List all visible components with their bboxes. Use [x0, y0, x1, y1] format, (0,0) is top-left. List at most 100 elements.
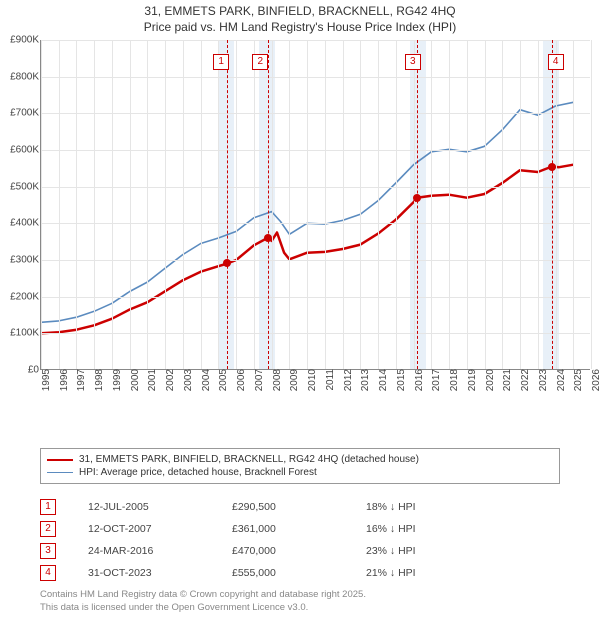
y-axis-label: £800K	[10, 71, 41, 82]
tx-date: 12-JUL-2005	[88, 501, 228, 513]
y-axis-label: £400K	[10, 218, 41, 229]
y-axis-label: £500K	[10, 181, 41, 192]
legend-label: HPI: Average price, detached house, Brac…	[79, 467, 317, 478]
transaction-row: 2 12-OCT-2007 £361,000 16% ↓ HPI	[40, 518, 560, 540]
legend-swatch	[47, 459, 73, 461]
gridline-v	[130, 40, 131, 369]
gridline-h	[41, 40, 590, 41]
chart-area: £0£100K£200K£300K£400K£500K£600K£700K£80…	[40, 40, 590, 405]
x-axis-label: 2003	[179, 369, 194, 391]
x-axis-label: 2005	[214, 369, 229, 391]
tx-delta: 23% ↓ HPI	[366, 545, 560, 557]
gridline-v	[41, 40, 42, 369]
gridline-v	[76, 40, 77, 369]
marker-line	[417, 40, 418, 369]
x-axis-label: 2009	[285, 369, 300, 391]
x-axis-label: 2011	[321, 369, 336, 391]
gridline-h	[41, 333, 590, 334]
marker-line	[227, 40, 228, 369]
marker-box: 2	[252, 54, 268, 70]
x-axis-label: 1998	[90, 369, 105, 391]
gridline-v	[467, 40, 468, 369]
tx-number: 3	[40, 543, 56, 559]
x-axis-label: 2001	[143, 369, 158, 391]
y-axis-label: £300K	[10, 255, 41, 266]
tx-price: £290,500	[232, 501, 362, 513]
gridline-v	[502, 40, 503, 369]
marker-dot	[223, 259, 231, 267]
tx-price: £555,000	[232, 567, 362, 579]
transaction-row: 4 31-OCT-2023 £555,000 21% ↓ HPI	[40, 562, 560, 584]
marker-line	[268, 40, 269, 369]
gridline-v	[218, 40, 219, 369]
gridline-v	[414, 40, 415, 369]
gridline-v	[449, 40, 450, 369]
x-axis-label: 2019	[463, 369, 478, 391]
legend-label: 31, EMMETS PARK, BINFIELD, BRACKNELL, RG…	[79, 454, 419, 465]
marker-dot	[548, 163, 556, 171]
tx-date: 31-OCT-2023	[88, 567, 228, 579]
gridline-v	[254, 40, 255, 369]
gridline-h	[41, 187, 590, 188]
gridline-v	[573, 40, 574, 369]
x-axis-label: 2022	[516, 369, 531, 391]
title-address: 31, EMMETS PARK, BINFIELD, BRACKNELL, RG…	[0, 4, 600, 20]
x-axis-label: 2024	[552, 369, 567, 391]
gridline-v	[325, 40, 326, 369]
tx-delta: 18% ↓ HPI	[366, 501, 560, 513]
x-axis-label: 2016	[410, 369, 425, 391]
gridline-h	[41, 150, 590, 151]
gridline-h	[41, 260, 590, 261]
tx-delta: 16% ↓ HPI	[366, 523, 560, 535]
marker-box: 1	[213, 54, 229, 70]
legend-row: HPI: Average price, detached house, Brac…	[47, 466, 553, 479]
tx-number: 1	[40, 499, 56, 515]
gridline-v	[591, 40, 592, 369]
x-axis-label: 2023	[534, 369, 549, 391]
tx-delta: 21% ↓ HPI	[366, 567, 560, 579]
gridline-v	[485, 40, 486, 369]
marker-dot	[413, 194, 421, 202]
x-axis-label: 1996	[55, 369, 70, 391]
plot-region: £0£100K£200K£300K£400K£500K£600K£700K£80…	[40, 40, 590, 370]
gridline-v	[307, 40, 308, 369]
x-axis-label: 2014	[374, 369, 389, 391]
x-axis-label: 2018	[445, 369, 460, 391]
tx-number: 2	[40, 521, 56, 537]
marker-box: 3	[405, 54, 421, 70]
x-axis-label: 2025	[569, 369, 584, 391]
legend-swatch	[47, 472, 73, 473]
gridline-v	[201, 40, 202, 369]
gridline-v	[378, 40, 379, 369]
gridline-h	[41, 297, 590, 298]
gridline-v	[538, 40, 539, 369]
footer-attribution: Contains HM Land Registry data © Crown c…	[40, 589, 560, 614]
gridline-v	[236, 40, 237, 369]
marker-dot	[264, 234, 272, 242]
gridline-v	[272, 40, 273, 369]
gridline-v	[94, 40, 95, 369]
x-axis-label: 2015	[392, 369, 407, 391]
gridline-v	[59, 40, 60, 369]
x-axis-label: 2000	[126, 369, 141, 391]
tx-price: £361,000	[232, 523, 362, 535]
gridline-v	[147, 40, 148, 369]
x-axis-label: 2020	[481, 369, 496, 391]
chart-title: 31, EMMETS PARK, BINFIELD, BRACKNELL, RG…	[0, 0, 600, 35]
gridline-v	[396, 40, 397, 369]
gridline-v	[343, 40, 344, 369]
tx-date: 12-OCT-2007	[88, 523, 228, 535]
x-axis-label: 2007	[250, 369, 265, 391]
gridline-v	[360, 40, 361, 369]
gridline-v	[112, 40, 113, 369]
x-axis-label: 2021	[498, 369, 513, 391]
gridline-v	[183, 40, 184, 369]
gridline-v	[289, 40, 290, 369]
transaction-row: 1 12-JUL-2005 £290,500 18% ↓ HPI	[40, 496, 560, 518]
x-axis-label: 1997	[72, 369, 87, 391]
gridline-h	[41, 113, 590, 114]
gridline-v	[165, 40, 166, 369]
tx-number: 4	[40, 565, 56, 581]
x-axis-label: 2017	[427, 369, 442, 391]
tx-price: £470,000	[232, 545, 362, 557]
